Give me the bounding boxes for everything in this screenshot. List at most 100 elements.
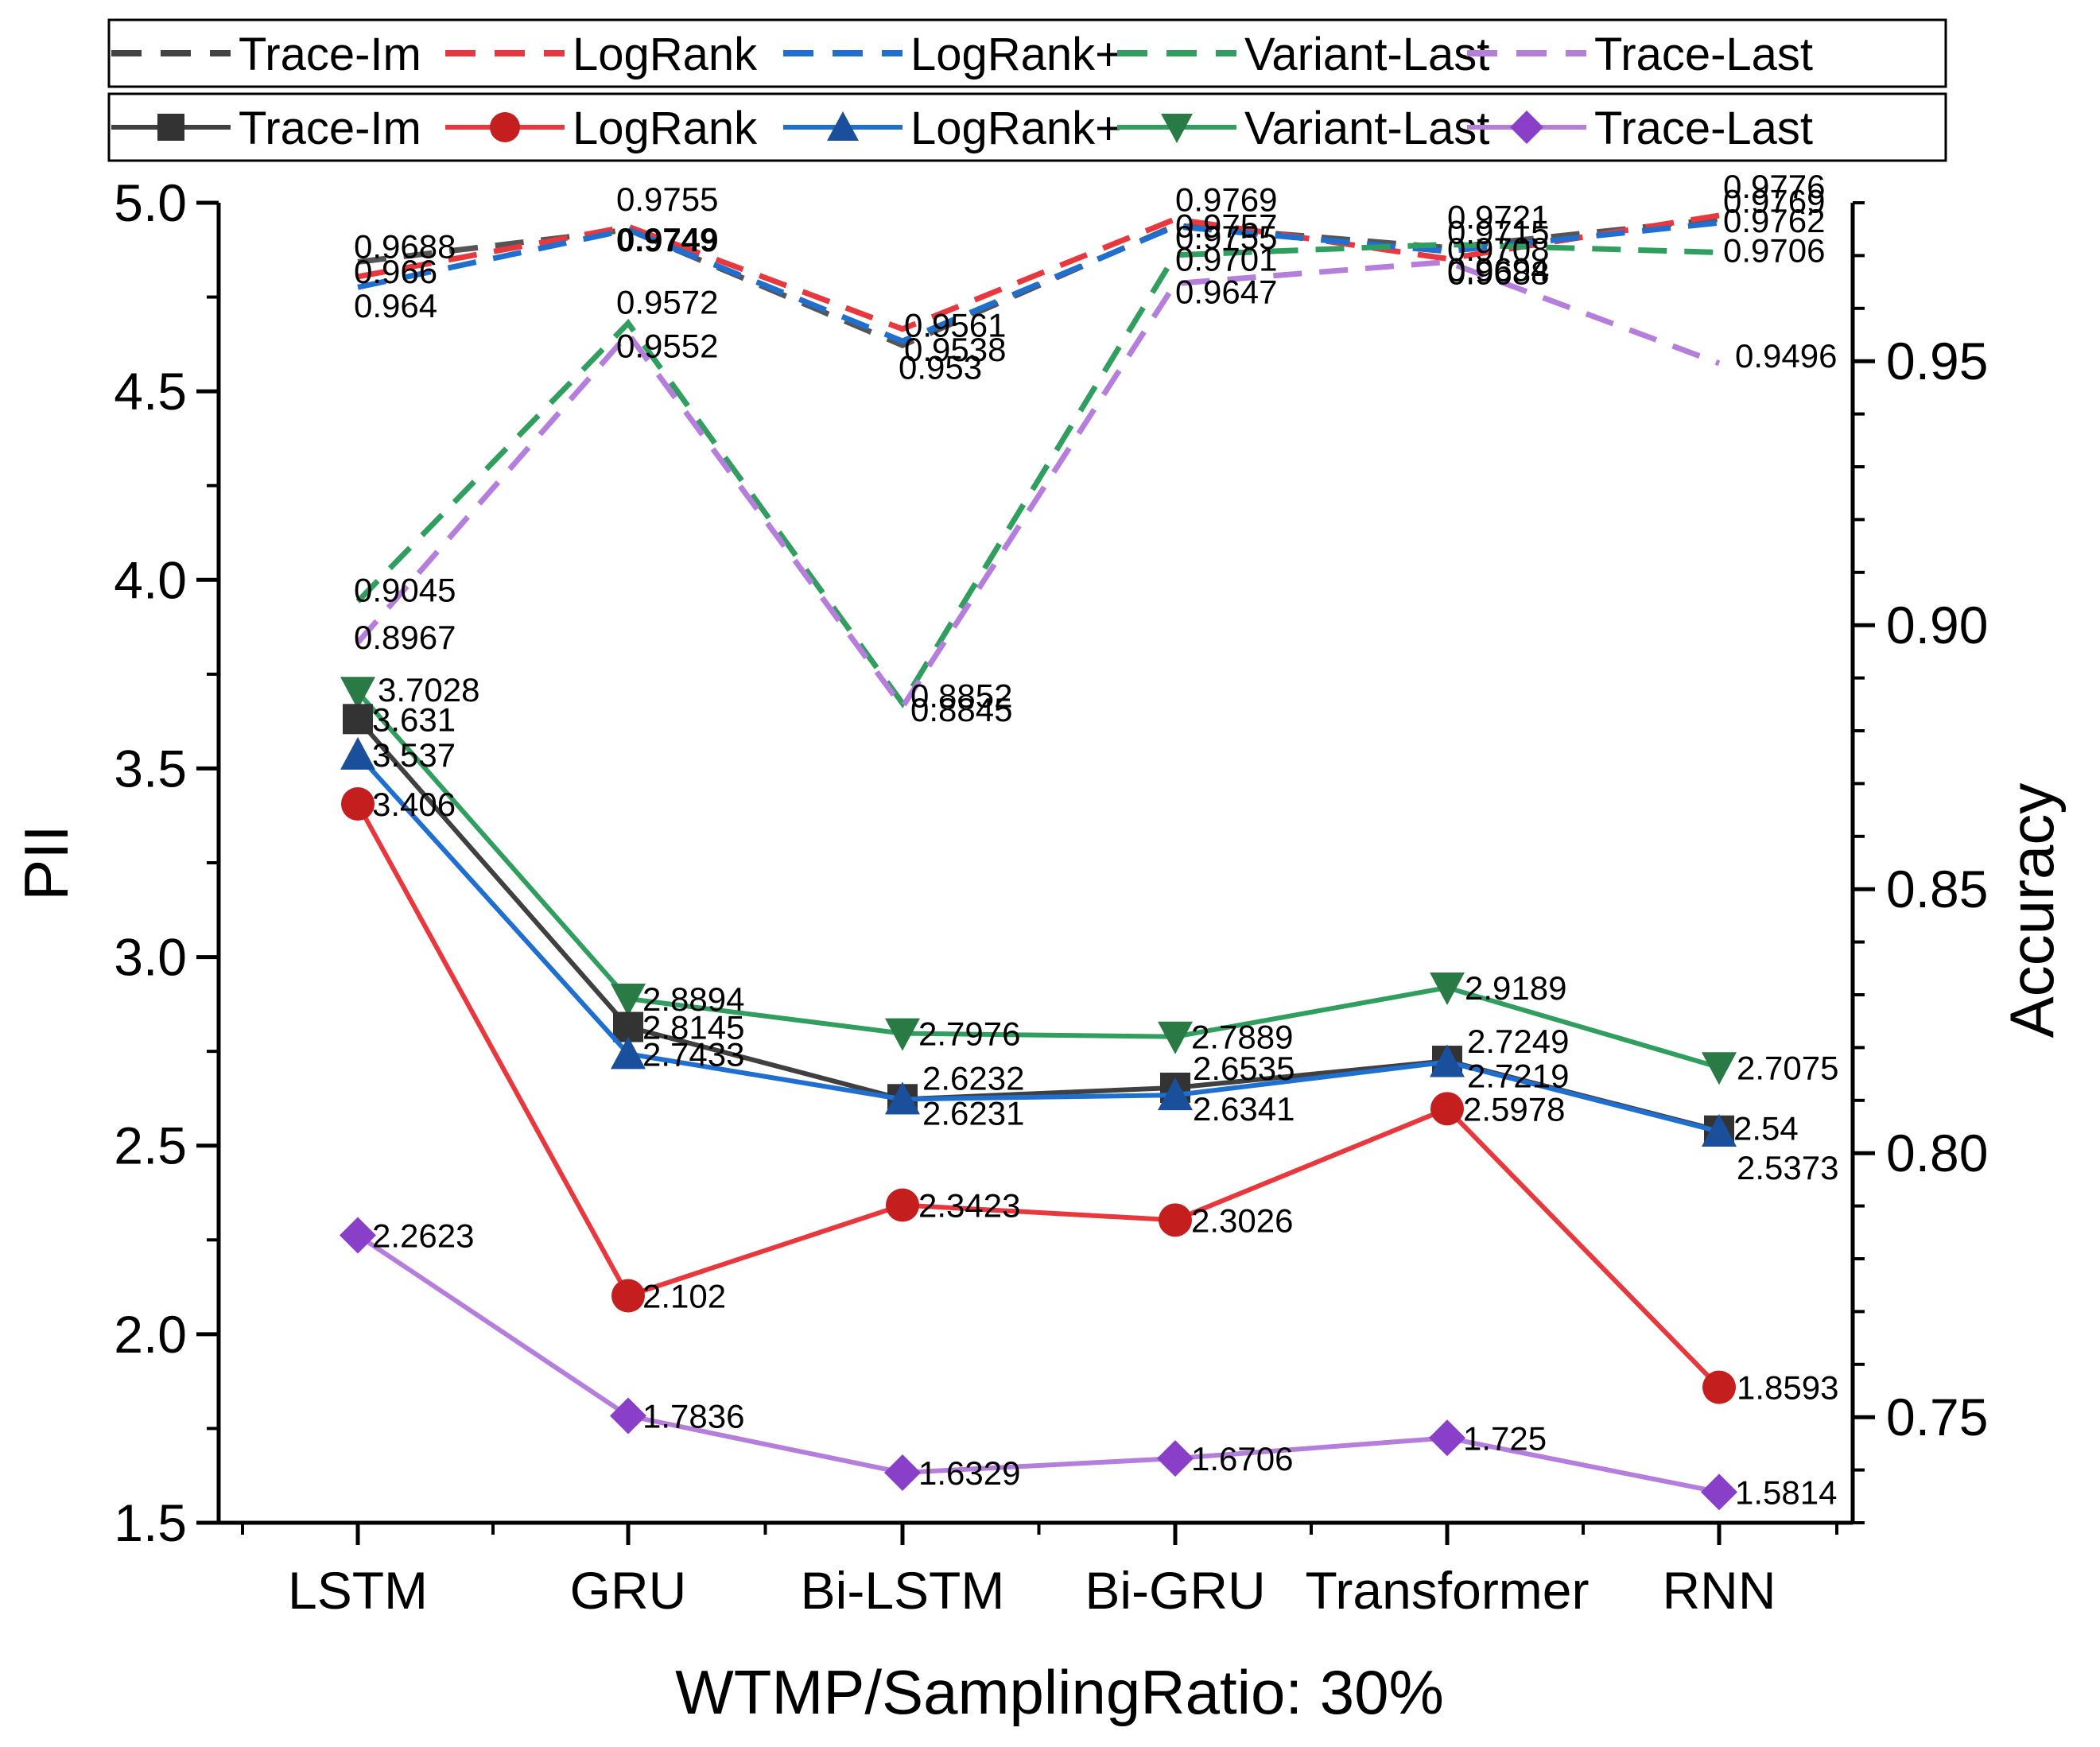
accuracy-data-label: 0.9755 bbox=[1175, 219, 1277, 256]
pii-data-label: 3.7028 bbox=[378, 671, 479, 709]
pii-line-variant-last bbox=[355, 690, 1720, 1070]
pii-data-label: 2.8145 bbox=[642, 1009, 744, 1046]
pii-point-logrank- bbox=[885, 1081, 920, 1115]
pii-data-label: 2.6231 bbox=[922, 1094, 1024, 1132]
accuracy-line-variant-last bbox=[355, 241, 1720, 709]
pii-point-trace-last bbox=[340, 1217, 376, 1254]
pii-line-logrank bbox=[355, 802, 1722, 1389]
y2-tick-label: 0.90 bbox=[1886, 596, 1988, 654]
accuracy-data-label: 0.953 bbox=[899, 348, 982, 386]
pii-point-logrank bbox=[886, 1188, 919, 1222]
pii-lines-group bbox=[340, 677, 1737, 1511]
accuracy-data-label: 0.9749 bbox=[616, 221, 718, 258]
data-labels-group: 3.631 2.8145 2.6232 2.6535 2.7249 2.54 3.406 2.… bbox=[354, 168, 1838, 1511]
pii-point-variant-last bbox=[340, 677, 375, 710]
y-tick-label: 2.5 bbox=[114, 1116, 187, 1175]
legend-dashed-label: LogRank bbox=[573, 29, 758, 80]
legend-dashed-label: LogRank+ bbox=[910, 29, 1122, 80]
accuracy-lines-group bbox=[355, 212, 1721, 712]
legend-box-dashed bbox=[107, 18, 1947, 88]
accuracy-data-label: 0.9552 bbox=[616, 328, 718, 365]
accuracy-data-label: 0.9755 bbox=[616, 181, 718, 218]
legend-group: Trace-Im LogRank LogRank+ Variant-Last Trace… bbox=[107, 18, 1947, 162]
x-tick-label: Bi-LSTM bbox=[801, 1561, 1005, 1620]
accuracy-line-logrank- bbox=[357, 219, 1720, 344]
accuracy-data-label: 0.9538 bbox=[904, 331, 1006, 368]
legend-solid-label: Trace-Im bbox=[239, 103, 421, 154]
axes-group: 1.5 2.0 2.5 3.0 3.5 4.0 4.5 5.0 0.75 0.80 0.85 0.90… bbox=[11, 173, 2067, 1727]
pii-data-label: 2.7889 bbox=[1191, 1019, 1293, 1056]
legend-solid-label: Trace-Last bbox=[1594, 103, 1813, 154]
accuracy-data-label: 0.9721 bbox=[1447, 198, 1549, 235]
pii-point-trace-last bbox=[1701, 1473, 1737, 1511]
pii-point-trace-im bbox=[343, 704, 373, 735]
accuracy-data-label: 0.9776 bbox=[1723, 168, 1825, 205]
pii-point-logrank- bbox=[1158, 1077, 1193, 1111]
accuracy-data-label: 0.9708 bbox=[1447, 231, 1549, 268]
legend-solid-label: Variant-Last bbox=[1244, 103, 1489, 154]
pii-data-label: 2.7433 bbox=[642, 1035, 744, 1073]
pii-data-label: 2.7249 bbox=[1467, 1023, 1569, 1060]
accuracy-data-label: 0.966 bbox=[354, 253, 437, 290]
pii-data-label: 2.8894 bbox=[642, 980, 744, 1018]
accuracy-data-label: 0.8967 bbox=[354, 619, 456, 656]
pii-point-logrank- bbox=[611, 1036, 646, 1070]
pii-point-variant-last bbox=[1702, 1052, 1737, 1085]
pii-data-label: 2.5978 bbox=[1463, 1090, 1565, 1128]
x-tick-label: GRU bbox=[570, 1561, 687, 1620]
pii-data-label: 2.3026 bbox=[1191, 1202, 1293, 1239]
pii-point-logrank- bbox=[340, 736, 375, 770]
accuracy-data-label: 0.9762 bbox=[1723, 202, 1825, 239]
x-tick-label: Bi-GRU bbox=[1085, 1561, 1265, 1620]
pii-point-variant-last bbox=[611, 984, 646, 1017]
x-tick-label: RNN bbox=[1663, 1561, 1776, 1620]
pii-point-variant-last bbox=[1158, 1021, 1193, 1054]
pii-point-variant-last bbox=[885, 1018, 920, 1051]
pii-point-trace-last bbox=[1157, 1440, 1194, 1477]
pii-data-label: 1.7836 bbox=[642, 1397, 744, 1434]
accuracy-data-label: 0.9496 bbox=[1735, 337, 1837, 375]
pii-data-label: 2.7075 bbox=[1737, 1049, 1838, 1086]
pii-point-logrank- bbox=[1702, 1114, 1737, 1147]
x-axis-title: WTMP/SamplingRatio: 30% bbox=[675, 1657, 1444, 1727]
accuracy-data-label: 0.8852 bbox=[910, 677, 1012, 714]
legend-dashed-label: Trace-Im bbox=[239, 29, 421, 80]
legend-box-solid bbox=[107, 92, 1947, 162]
legend-marker bbox=[1510, 111, 1543, 144]
pii-point-logrank bbox=[1159, 1203, 1192, 1237]
pii-point-logrank bbox=[1430, 1092, 1464, 1126]
accuracy-data-label: 0.9701 bbox=[1175, 241, 1277, 278]
y-axis-title: PII bbox=[11, 825, 81, 900]
accuracy-data-label: 0.9757 bbox=[1175, 208, 1277, 245]
y-tick-label: 2.0 bbox=[114, 1305, 187, 1364]
pii-data-label: 2.3423 bbox=[918, 1187, 1020, 1225]
y2-tick-label: 0.80 bbox=[1886, 1124, 1988, 1182]
legend-marker bbox=[1161, 114, 1193, 143]
accuracy-data-label: 0.9715 bbox=[1447, 213, 1549, 250]
pii-data-label: 2.9189 bbox=[1465, 969, 1566, 1007]
pii-data-label: 2.7219 bbox=[1467, 1057, 1569, 1094]
legend-solid-label: LogRank+ bbox=[910, 103, 1122, 154]
accuracy-line-trace-last bbox=[355, 258, 1721, 712]
y-tick-label: 3.5 bbox=[114, 739, 187, 798]
pii-line-logrank- bbox=[355, 752, 1720, 1134]
pii-point-logrank bbox=[1702, 1370, 1736, 1404]
y2-tick-label: 0.75 bbox=[1886, 1388, 1988, 1446]
y2-axis-title: Accuracy bbox=[1997, 783, 2067, 1038]
accuracy-data-label: 0.9749 bbox=[616, 221, 718, 258]
accuracy-data-label: 0.9688 bbox=[1447, 254, 1549, 291]
pii-data-label: 2.6535 bbox=[1193, 1050, 1295, 1087]
accuracy-data-label: 0.9769 bbox=[1723, 183, 1825, 220]
accuracy-data-label: 0.9045 bbox=[354, 571, 456, 608]
accuracy-data-label: 0.9561 bbox=[904, 307, 1006, 344]
pii-data-label: 2.6232 bbox=[922, 1059, 1024, 1097]
pii-data-label: 2.7976 bbox=[918, 1015, 1020, 1053]
pii-point-trace-last bbox=[1429, 1419, 1465, 1457]
accuracy-line-logrank bbox=[357, 212, 1720, 332]
accuracy-data-label: 0.9769 bbox=[1175, 181, 1277, 219]
accuracy-data-label: 0.8845 bbox=[910, 691, 1012, 728]
x-tick-label: Transformer bbox=[1306, 1561, 1590, 1620]
y-tick-label: 1.5 bbox=[114, 1493, 187, 1552]
